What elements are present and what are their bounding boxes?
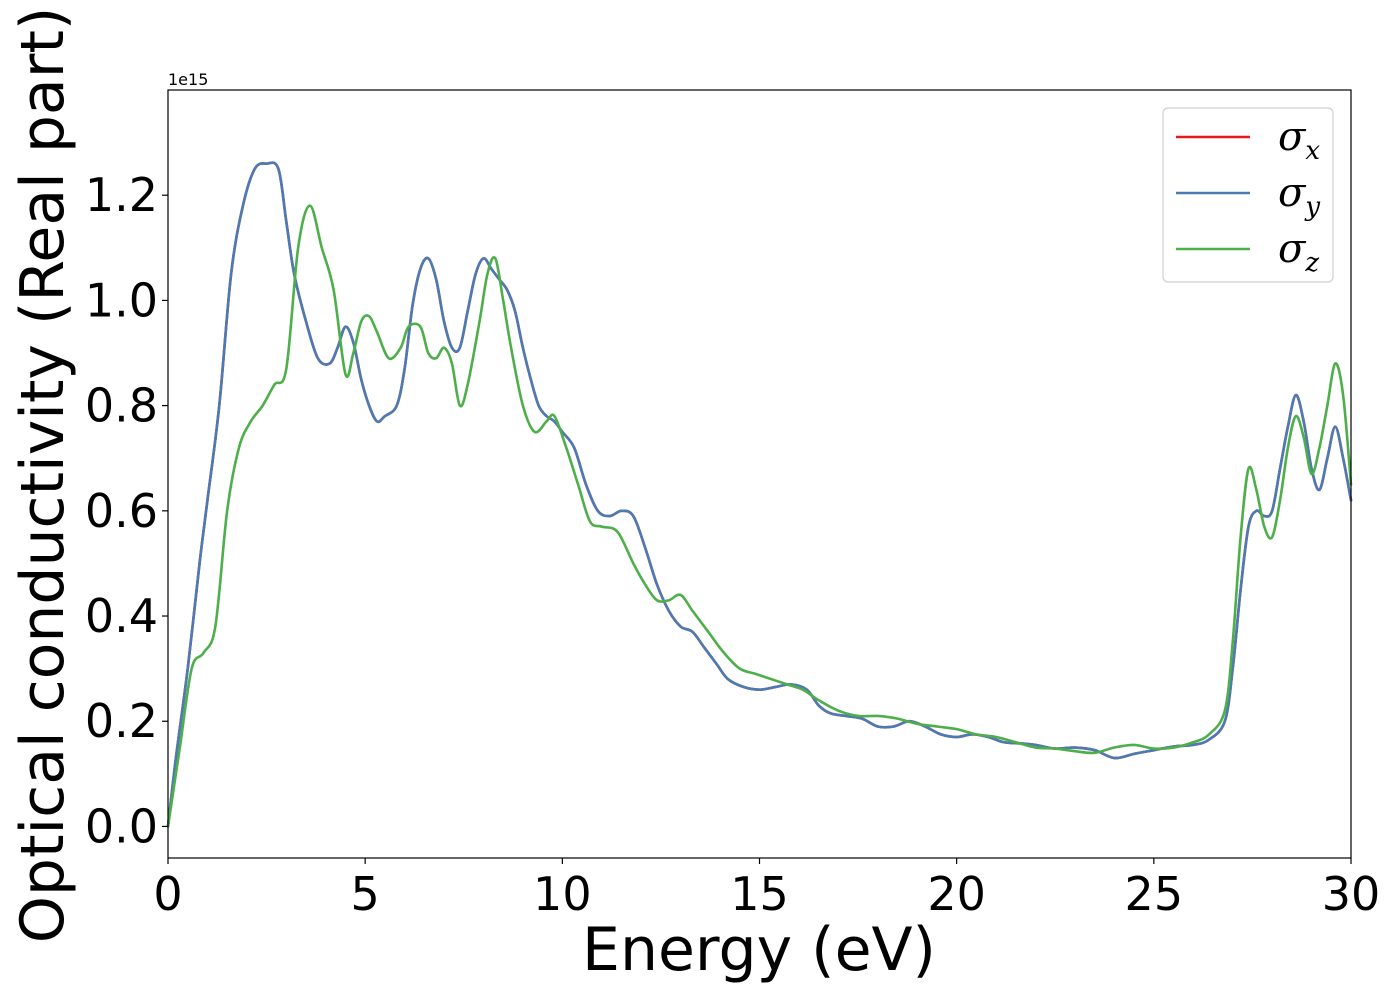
x-axis-title: Energy (eV) — [582, 915, 936, 985]
x-tick-label: 10 — [533, 867, 592, 921]
y-tick-label: 0.0 — [85, 799, 158, 853]
y-tick-label: 0.2 — [85, 694, 158, 748]
series-line-z — [166, 204, 1353, 828]
legend-label-z: σz — [1278, 226, 1319, 278]
y-tick-label: 1.2 — [85, 168, 158, 222]
x-tick-label: 30 — [1322, 867, 1381, 921]
y-tick-label: 0.8 — [85, 379, 158, 433]
x-tick-label: 0 — [153, 867, 182, 921]
x-tick-label: 15 — [730, 867, 789, 921]
y-tick-label: 0.4 — [85, 589, 158, 643]
x-tick-label: 20 — [927, 867, 986, 921]
legend-label-y: σy — [1278, 170, 1320, 222]
y-tick-label: 0.6 — [85, 484, 158, 538]
x-tick-label: 25 — [1125, 867, 1184, 921]
y-axis-title: Optical conductivity (Real part) — [8, 7, 78, 944]
y-axis: 0.0 0.2 0.4 0.6 0.8 1.0 1.2 — [85, 168, 168, 853]
y-tick-label: 1.0 — [85, 273, 158, 327]
series-layer — [166, 161, 1353, 828]
x-tick-label: 5 — [351, 867, 380, 921]
legend-box — [1162, 107, 1334, 283]
series-line-y — [166, 161, 1353, 828]
legend-label-x: σx — [1278, 114, 1320, 166]
y-offset-text: 1e15 — [168, 70, 208, 89]
x-axis: 0 5 10 15 20 25 30 — [153, 858, 1380, 921]
